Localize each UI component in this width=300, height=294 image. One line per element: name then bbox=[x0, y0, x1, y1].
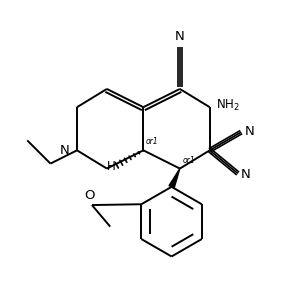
Text: H: H bbox=[106, 161, 115, 173]
Text: NH$_2$: NH$_2$ bbox=[216, 98, 240, 113]
Text: N: N bbox=[244, 125, 254, 138]
Text: N: N bbox=[241, 168, 251, 181]
Polygon shape bbox=[169, 168, 180, 188]
Text: or1: or1 bbox=[146, 137, 158, 146]
Text: or1: or1 bbox=[182, 156, 195, 165]
Text: N: N bbox=[60, 144, 70, 157]
Text: N: N bbox=[175, 30, 185, 43]
Text: O: O bbox=[84, 189, 94, 202]
